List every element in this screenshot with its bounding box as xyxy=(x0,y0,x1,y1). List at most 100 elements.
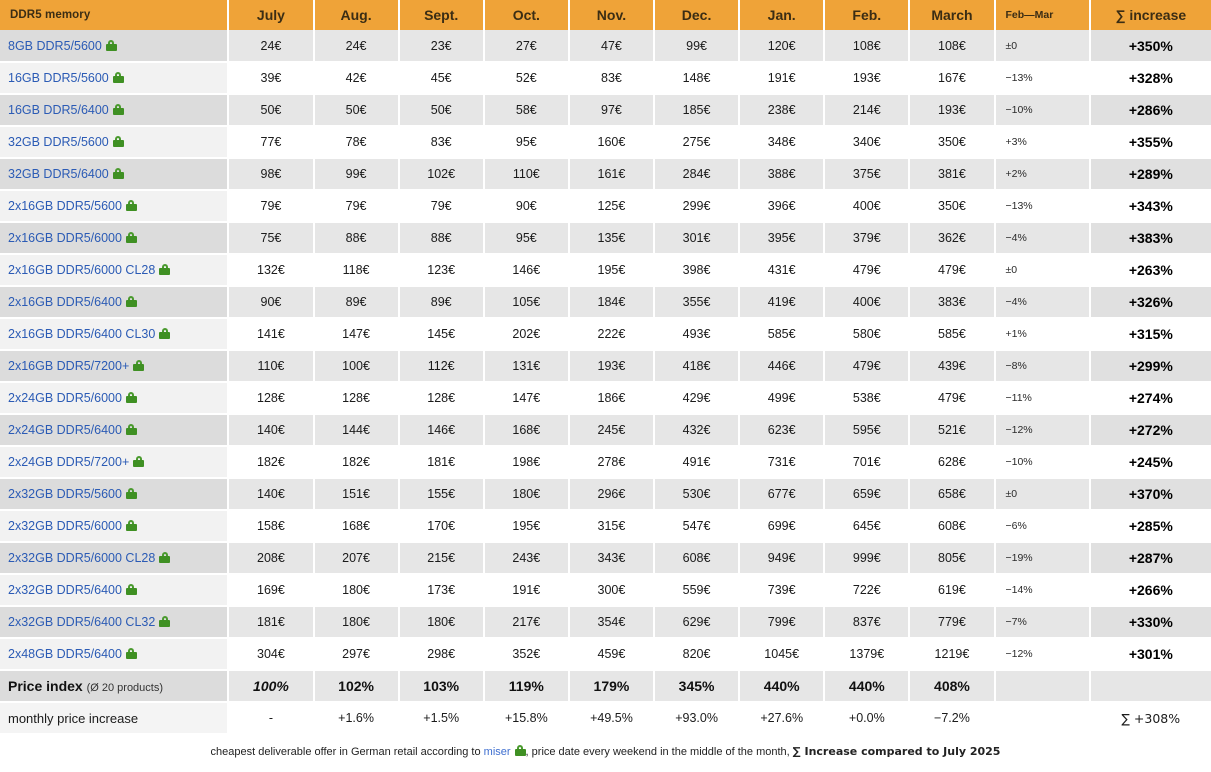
price-cell: 191€ xyxy=(483,574,570,607)
monthly-increase-sum-cell: ∑ +308% xyxy=(1089,702,1211,735)
price-cell: 195€ xyxy=(568,254,656,287)
product-name-cell[interactable]: 2x24GB DDR5/6000 xyxy=(0,382,230,415)
price-cell: 243€ xyxy=(483,542,570,575)
table-row: 2x32GB DDR5/5600 140€ 151€ 155€ 180€ 296€ 530€… xyxy=(0,478,1211,511)
feb-mar-delta-cell: −12% xyxy=(994,414,1091,447)
table-row: 8GB DDR5/5600 24€ 24€ 23€ 27€ 47€ 99€ 120€ 108€ 1… xyxy=(0,30,1211,63)
product-name-cell[interactable]: 2x16GB DDR5/6000 xyxy=(0,222,230,255)
product-name-cell[interactable]: 16GB DDR5/5600 xyxy=(0,62,230,95)
product-name-cell[interactable]: 16GB DDR5/6400 xyxy=(0,94,230,127)
product-name-label: 2x16GB DDR5/6400 CL30 xyxy=(8,327,156,341)
product-name-label: 32GB DDR5/6400 xyxy=(8,167,109,181)
table-row: 2x16GB DDR5/6400 CL30 141€ 147€ 145€ 202€ 222… xyxy=(0,318,1211,351)
product-name-label: 2x24GB DDR5/6000 xyxy=(8,391,122,405)
price-cell: 400€ xyxy=(824,190,911,223)
price-cell: 388€ xyxy=(739,158,826,191)
price-cell: 659€ xyxy=(824,478,911,511)
header-month-feb[interactable]: Feb. xyxy=(824,0,911,30)
price-cell: 198€ xyxy=(483,446,570,479)
product-name-cell[interactable]: 32GB DDR5/6400 xyxy=(0,158,230,191)
header-sum-increase[interactable]: ∑ increase xyxy=(1089,0,1211,30)
price-cell: 78€ xyxy=(313,126,400,159)
price-index-value-cell: 103% xyxy=(398,670,485,703)
price-cell: 949€ xyxy=(739,542,826,575)
monthly-increase-value-cell: - xyxy=(228,702,315,735)
lock-icon xyxy=(125,296,137,307)
table-row: 16GB DDR5/6400 50€ 50€ 50€ 58€ 97€ 185€ 238€ 214… xyxy=(0,94,1211,127)
price-cell: 170€ xyxy=(398,510,485,543)
price-cell: 222€ xyxy=(568,318,656,351)
product-name-cell[interactable]: 2x24GB DDR5/7200+ xyxy=(0,446,230,479)
price-cell: 95€ xyxy=(483,222,570,255)
price-cell: 135€ xyxy=(568,222,656,255)
product-name-label: 2x16GB DDR5/7200+ xyxy=(8,359,130,373)
price-cell: 52€ xyxy=(483,62,570,95)
header-month-jan[interactable]: Jan. xyxy=(739,0,826,30)
table-row: 2x16GB DDR5/6000 75€ 88€ 88€ 95€ 135€ 301€ 395€… xyxy=(0,222,1211,255)
product-name-cell[interactable]: 2x16GB DDR5/5600 xyxy=(0,190,230,223)
header-month-nov[interactable]: Nov. xyxy=(568,0,656,30)
header-month-sept[interactable]: Sept. xyxy=(398,0,485,30)
lock-icon xyxy=(125,232,137,243)
header-month-july[interactable]: July xyxy=(228,0,315,30)
price-cell: 182€ xyxy=(313,446,400,479)
product-name-cell[interactable]: 2x32GB DDR5/5600 xyxy=(0,478,230,511)
price-cell: 355€ xyxy=(654,286,741,319)
product-name-label: 2x32GB DDR5/6400 xyxy=(8,583,122,597)
header-month-dec[interactable]: Dec. xyxy=(654,0,741,30)
header-product-name[interactable]: DDR5 memory xyxy=(0,0,230,30)
price-cell: 88€ xyxy=(398,222,485,255)
lock-icon xyxy=(125,488,137,499)
price-cell: 180€ xyxy=(313,574,400,607)
product-name-label: 2x24GB DDR5/7200+ xyxy=(8,455,130,469)
price-cell: 354€ xyxy=(568,606,656,639)
product-name-cell[interactable]: 8GB DDR5/5600 xyxy=(0,30,230,63)
table-row: 2x24GB DDR5/6000 128€ 128€ 128€ 147€ 186€ 429€… xyxy=(0,382,1211,415)
product-name-cell[interactable]: 2x16GB DDR5/6400 CL30 xyxy=(0,318,230,351)
lock-icon xyxy=(125,584,137,595)
footnote-part1: cheapest deliverable offer in German ret… xyxy=(210,746,484,758)
monthly-increase-delta-cell xyxy=(994,702,1091,735)
price-cell: 90€ xyxy=(483,190,570,223)
product-name-cell[interactable]: 2x24GB DDR5/6400 xyxy=(0,414,230,447)
price-cell: 180€ xyxy=(313,606,400,639)
feb-mar-delta-cell: ±0 xyxy=(994,30,1091,63)
price-cell: 182€ xyxy=(228,446,315,479)
header-feb-mar-delta[interactable]: Feb—Mar xyxy=(994,0,1091,30)
product-name-label: 2x32GB DDR5/5600 xyxy=(8,487,122,501)
monthly-increase-value-cell: +0.0% xyxy=(824,702,911,735)
product-name-cell[interactable]: 2x16GB DDR5/6000 CL28 xyxy=(0,254,230,287)
footnote-miser-link[interactable]: miser xyxy=(483,746,511,758)
price-cell: 140€ xyxy=(228,478,315,511)
price-cell: 1219€ xyxy=(909,638,996,671)
feb-mar-delta-cell: +2% xyxy=(994,158,1091,191)
product-name-cell[interactable]: 2x16GB DDR5/7200+ xyxy=(0,350,230,383)
product-name-cell[interactable]: 32GB DDR5/5600 xyxy=(0,126,230,159)
price-index-value-cell: 345% xyxy=(654,670,741,703)
product-name-cell[interactable]: 2x32GB DDR5/6400 CL32 xyxy=(0,606,230,639)
price-cell: 779€ xyxy=(909,606,996,639)
header-month-oct[interactable]: Oct. xyxy=(483,0,570,30)
product-name-cell[interactable]: 2x32GB DDR5/6000 CL28 xyxy=(0,542,230,575)
price-cell: 446€ xyxy=(739,350,826,383)
feb-mar-delta-cell: −10% xyxy=(994,446,1091,479)
price-cell: 739€ xyxy=(739,574,826,607)
lock-icon xyxy=(514,745,526,756)
product-name-cell[interactable]: 2x32GB DDR5/6400 xyxy=(0,574,230,607)
product-name-cell[interactable]: 2x48GB DDR5/6400 xyxy=(0,638,230,671)
price-cell: 304€ xyxy=(228,638,315,671)
price-cell: 299€ xyxy=(654,190,741,223)
header-month-march[interactable]: March xyxy=(909,0,996,30)
price-cell: 186€ xyxy=(568,382,656,415)
feb-mar-delta-cell: −19% xyxy=(994,542,1091,575)
header-month-aug[interactable]: Aug. xyxy=(313,0,400,30)
lock-icon xyxy=(125,200,137,211)
price-cell: 837€ xyxy=(824,606,911,639)
feb-mar-delta-cell: ±0 xyxy=(994,478,1091,511)
product-name-cell[interactable]: 2x32GB DDR5/6000 xyxy=(0,510,230,543)
price-cell: 628€ xyxy=(909,446,996,479)
price-cell: 350€ xyxy=(909,126,996,159)
product-name-cell[interactable]: 2x16GB DDR5/6400 xyxy=(0,286,230,319)
feb-mar-delta-cell: −12% xyxy=(994,638,1091,671)
sum-increase-cell: +330% xyxy=(1089,606,1211,639)
